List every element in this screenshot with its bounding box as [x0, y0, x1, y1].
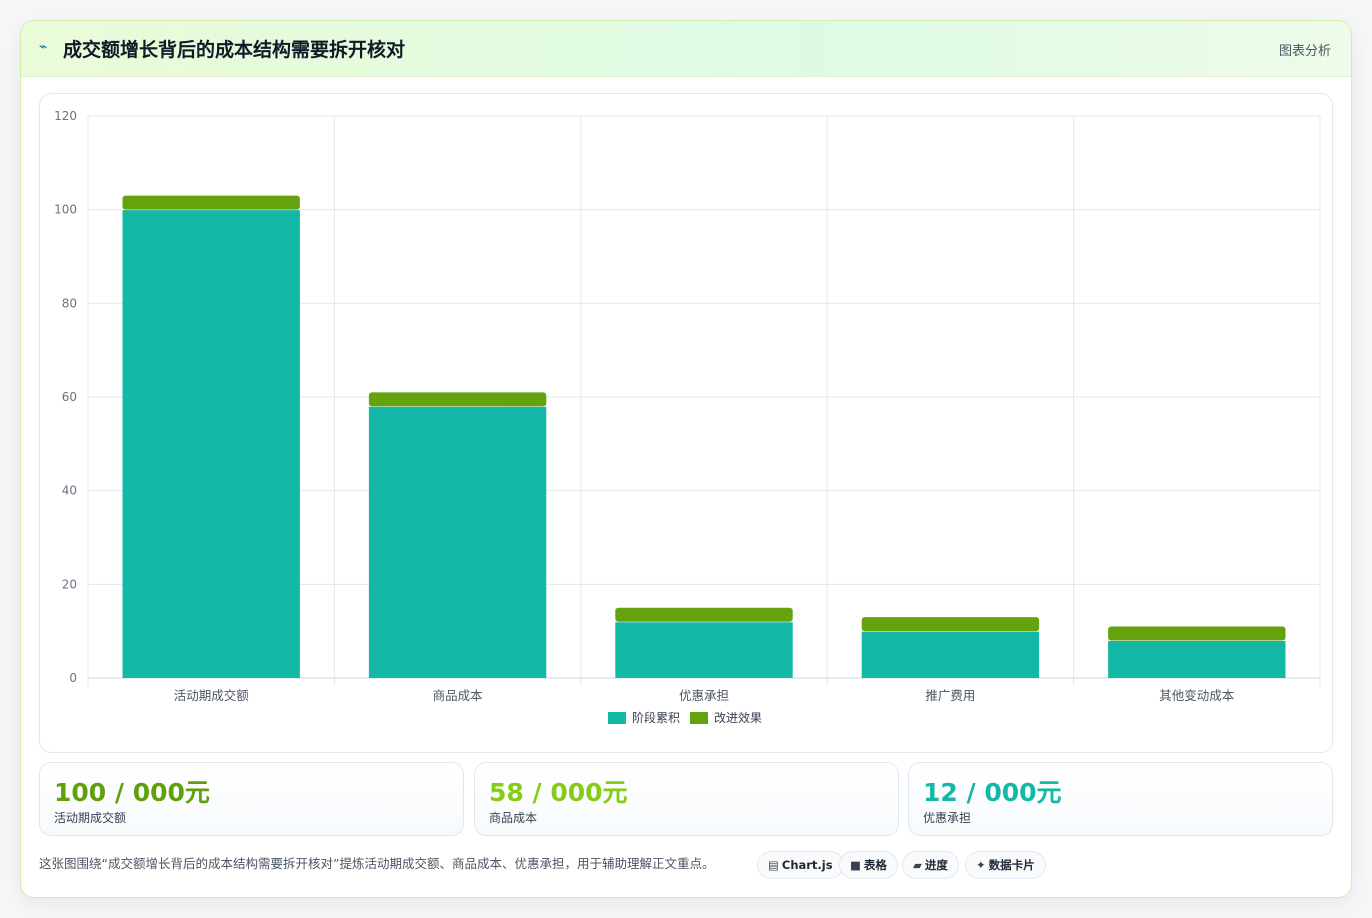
y-tick-label: 100 — [54, 203, 77, 217]
y-tick-label: 80 — [62, 296, 77, 310]
stat-label: 商品成本 — [489, 811, 538, 825]
stat-label: 活动期成交额 — [54, 811, 127, 825]
bar-stage-total — [861, 631, 1040, 678]
card-header: ⌁ 成交额增长背后的成本结构需要拆开核对 图表分析 — [21, 21, 1351, 77]
bar-stage-total — [1108, 640, 1286, 678]
stat-card-gmv: 100 / 000元 活动期成交额 — [39, 762, 464, 836]
x-tick-label: 商品成本 — [433, 688, 484, 703]
bar-stage-total — [122, 209, 300, 678]
stacked-bar-chart: 0 20 40 60 80 100 120 活动期成交额 商品成本 优惠承担 推广费用 其他变动成本阶… — [54, 109, 1321, 725]
pill-chartjs[interactable]: ▤ Chart.js — [757, 851, 844, 879]
y-tick-label: 60 — [62, 390, 77, 404]
stat-value: 58 / 000元 — [489, 778, 628, 807]
bar-stage-total — [368, 406, 547, 678]
stat-value: 12 / 000元 — [923, 778, 1062, 807]
bar-improvement — [1108, 626, 1286, 641]
y-tick-label: 40 — [62, 484, 77, 498]
legend-swatch — [690, 712, 708, 724]
bar-stage-total — [615, 621, 793, 678]
chart-description: 这张图围绕“成交额增长背后的成本结构需要拆开核对”提炼活动期成交额、商品成本、优… — [39, 856, 715, 871]
chart-analysis-tag: 图表分析 — [1278, 44, 1331, 59]
chart-line-icon: ⌁ — [39, 39, 48, 55]
pill-label: 进度 — [924, 858, 948, 872]
sparkle-icon: ✦ — [976, 858, 986, 872]
bar-improvement — [368, 392, 547, 407]
pill-label: 表格 — [863, 858, 887, 872]
x-tick-label: 优惠承担 — [679, 688, 729, 703]
chart-icon: ▤ — [768, 858, 779, 872]
stat-label: 优惠承担 — [923, 811, 972, 825]
bar-improvement — [122, 195, 300, 210]
pill-label: 数据卡片 — [988, 858, 1035, 872]
legend-label: 阶段累积 — [632, 710, 680, 725]
table-icon: ■ — [850, 858, 861, 872]
legend-swatch — [608, 712, 626, 724]
chart-card: ⌁ 成交额增长背后的成本结构需要拆开核对 图表分析 0 20 40 60 80 100 12… — [20, 20, 1352, 898]
pill-label: Chart.js — [781, 858, 833, 872]
card-title: 成交额增长背后的成本结构需要拆开核对 — [63, 39, 406, 61]
y-tick-label: 0 — [69, 671, 77, 685]
stat-value: 100 / 000元 — [54, 778, 210, 807]
stat-cards: 100 / 000元 活动期成交额 58 / 000元 商品成本 12 / 00… — [39, 762, 1333, 836]
pill-table[interactable]: ■ 表格 — [839, 851, 898, 879]
pill-progress[interactable]: ▰ 进度 — [902, 851, 959, 879]
chart-container: 0 20 40 60 80 100 120 活动期成交额 商品成本 优惠承担 推广费用 其他变动成本阶… — [39, 93, 1333, 753]
bar-improvement — [615, 607, 793, 622]
x-tick-label: 推广费用 — [925, 688, 975, 703]
stat-card-discount: 12 / 000元 优惠承担 — [908, 762, 1333, 836]
pill-data-card[interactable]: ✦ 数据卡片 — [965, 851, 1046, 879]
x-tick-label: 活动期成交额 — [174, 688, 250, 703]
progress-icon: ▰ — [913, 858, 922, 872]
bar-improvement — [861, 617, 1040, 632]
x-tick-label: 其他变动成本 — [1159, 688, 1235, 703]
y-tick-label: 120 — [54, 109, 77, 123]
legend-label: 改进效果 — [714, 710, 762, 725]
y-tick-label: 20 — [62, 577, 77, 591]
stat-card-goods-cost: 58 / 000元 商品成本 — [474, 762, 899, 836]
